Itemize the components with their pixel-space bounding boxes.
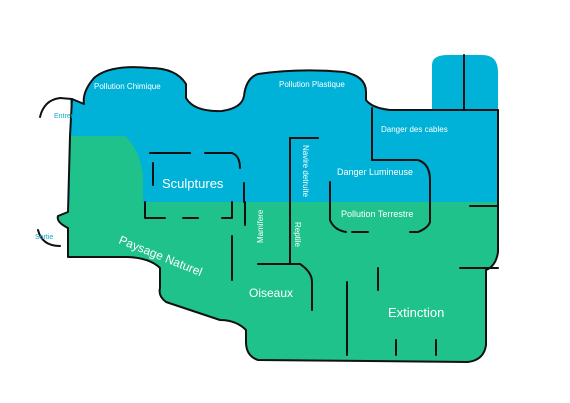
blue-zone <box>68 67 498 202</box>
door-label-entrer: Entrer <box>54 113 74 120</box>
annex-left-block <box>432 55 464 110</box>
green-zone <box>57 202 498 362</box>
room-label-pollution-plastique: Pollution Plastique <box>279 80 345 89</box>
room-label-sculptures: Sculptures <box>162 176 224 191</box>
room-label-pollution-terrestre: Pollution Terrestre <box>341 209 413 219</box>
room-label-navire-detruite: Navire detruite <box>301 145 310 198</box>
green-corner <box>70 136 143 202</box>
walls <box>37 54 499 363</box>
room-label-extinction: Extinction <box>388 305 444 320</box>
annex-right-block <box>464 55 498 110</box>
room-label-pollution-chimique: Pollution Chimique <box>94 82 161 91</box>
room-label-danger-cables: Danger des cables <box>381 125 448 134</box>
room-label-danger-lumineuse: Danger Lumineuse <box>337 167 413 177</box>
room-label-reptile: Reptile <box>293 222 302 247</box>
door-label-sortie: Sortie <box>35 234 53 241</box>
room-label-oiseaux: Oiseaux <box>249 286 293 300</box>
entry-bump <box>70 98 85 130</box>
room-label-mamifere: Mamifere <box>256 209 265 243</box>
